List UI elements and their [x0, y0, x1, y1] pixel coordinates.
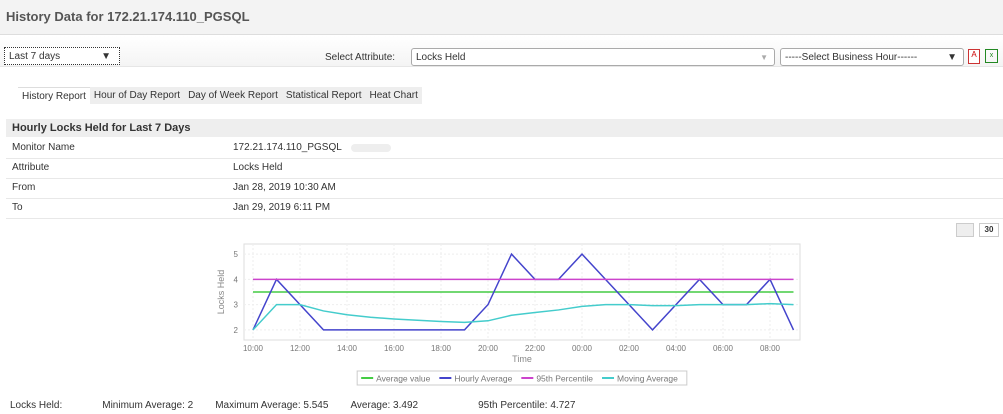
- detail-value: Jan 29, 2019 6:11 PM: [233, 202, 331, 213]
- x-tick-label: 00:00: [572, 344, 593, 353]
- period-value: Last 7 days: [9, 51, 61, 62]
- tab-heat-chart[interactable]: Heat Chart: [369, 90, 418, 101]
- summary-p95: 95th Percentile: 4.727: [478, 400, 576, 411]
- chevron-down-icon: ▼: [101, 51, 111, 62]
- y-tick-label: 4: [234, 275, 239, 284]
- detail-row: To Jan 29, 2019 6:11 PM: [6, 198, 1003, 219]
- x-tick-label: 22:00: [525, 344, 546, 353]
- legend-label: 95th Percentile: [536, 374, 593, 384]
- x-axis-label: Time: [512, 354, 532, 364]
- y-tick-label: 3: [234, 301, 239, 310]
- legend-label: Average value: [376, 374, 430, 384]
- y-axis-label: Locks Held: [216, 270, 226, 315]
- y-tick-label: 5: [234, 250, 239, 259]
- zoom-30-button[interactable]: 30: [979, 223, 999, 237]
- y-tick-label: 2: [234, 326, 239, 335]
- section-title: Hourly Locks Held for Last 7 Days: [6, 119, 1003, 137]
- detail-row: From Jan 28, 2019 10:30 AM: [6, 178, 1003, 199]
- series-line-hourly-average: [252, 252, 795, 331]
- detail-value: Locks Held: [233, 162, 283, 173]
- summary-bar: Locks Held: Minimum Average: 2 Maximum A…: [10, 400, 597, 411]
- chevron-down-icon: ▼: [760, 53, 768, 62]
- prev-button[interactable]: [956, 223, 974, 237]
- x-tick-label: 18:00: [431, 344, 452, 353]
- monitor-actions-icon[interactable]: [351, 144, 391, 152]
- series-line-moving-average: [252, 302, 794, 331]
- summary-label: Locks Held:: [10, 400, 63, 411]
- detail-row: Attribute Locks Held: [6, 158, 1003, 179]
- summary-avg: Average: 3.492: [350, 400, 419, 411]
- detail-value: Jan 28, 2019 10:30 AM: [233, 182, 336, 193]
- x-tick-label: 04:00: [666, 344, 687, 353]
- report-tabs: History Report Hour of Day Report Day of…: [18, 87, 422, 104]
- attribute-select[interactable]: Locks Held ▼: [411, 48, 775, 66]
- x-tick-label: 06:00: [713, 344, 734, 353]
- history-chart: 2 3 4 5 10:00 12:00 14:00 16:00 18:00 20:00 22:00 0…: [216, 243, 801, 386]
- legend-label: Hourly Average: [454, 374, 512, 384]
- business-hour-value: -----Select Business Hour------: [785, 52, 918, 63]
- tab-statistical[interactable]: Statistical Report: [285, 90, 362, 101]
- detail-label: From: [12, 182, 36, 193]
- period-select[interactable]: Last 7 days ▼: [4, 47, 120, 65]
- x-tick-label: 10:00: [243, 344, 264, 353]
- x-tick-label: 14:00: [337, 344, 358, 353]
- detail-label: Attribute: [12, 162, 50, 173]
- x-tick-label: 12:00: [290, 344, 311, 353]
- tab-history-report[interactable]: History Report: [18, 87, 90, 104]
- attribute-label: Select Attribute:: [325, 52, 396, 63]
- legend-label: Moving Average: [617, 374, 678, 384]
- chevron-down-icon: ▼: [945, 49, 957, 65]
- pdf-icon[interactable]: A: [968, 49, 980, 64]
- tab-hour-of-day[interactable]: Hour of Day Report: [93, 90, 181, 101]
- x-tick-label: 08:00: [760, 344, 781, 353]
- x-tick-label: 20:00: [478, 344, 499, 353]
- page-title: History Data for 172.21.174.110_PGSQL: [0, 0, 1003, 35]
- x-tick-label: 02:00: [619, 344, 640, 353]
- x-tick-label: 16:00: [384, 344, 405, 353]
- business-hour-select[interactable]: -----Select Business Hour------ ▼: [780, 48, 964, 66]
- detail-label: To: [12, 202, 23, 213]
- attribute-value: Locks Held: [416, 52, 466, 63]
- detail-value: 172.21.174.110_PGSQL: [233, 142, 342, 153]
- excel-icon[interactable]: x: [985, 49, 998, 63]
- detail-row: Monitor Name 172.21.174.110_PGSQL: [6, 138, 1003, 159]
- tab-day-of-week[interactable]: Day of Week Report: [188, 90, 278, 101]
- summary-max: Maximum Average: 5.545: [215, 400, 329, 411]
- detail-label: Monitor Name: [12, 142, 75, 153]
- summary-min: Minimum Average: 2: [102, 400, 194, 411]
